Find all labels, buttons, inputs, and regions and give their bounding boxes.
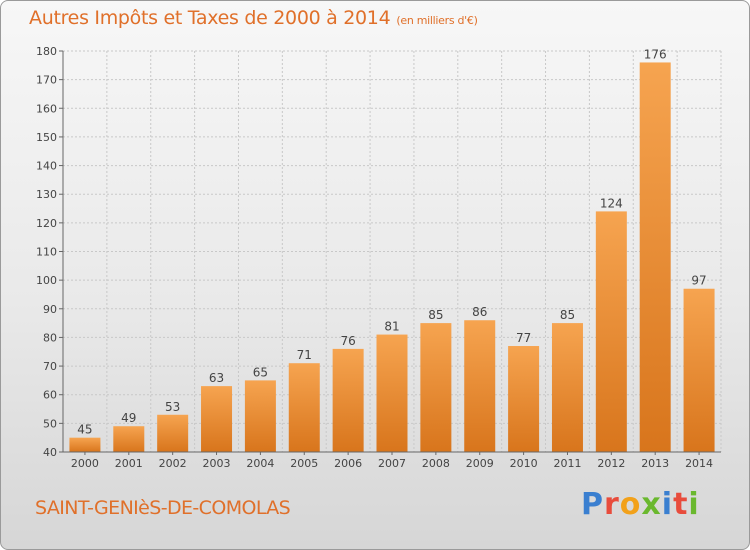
logo-letter: t [673, 487, 689, 522]
bar-2007 [376, 334, 408, 452]
bar-2006 [332, 348, 364, 452]
data-label: 76 [340, 334, 355, 348]
x-tick-label: 2010 [510, 457, 538, 470]
data-label: 85 [560, 308, 575, 322]
y-tick-label: 100 [36, 274, 57, 287]
bar-2005 [288, 363, 320, 452]
data-label: 53 [165, 400, 180, 414]
y-tick-label: 80 [43, 331, 57, 344]
y-tick-label: 60 [43, 389, 57, 402]
x-tick-label: 2014 [685, 457, 713, 470]
x-tick-label: 2008 [422, 457, 450, 470]
x-tick-label: 2007 [378, 457, 406, 470]
bar-2001 [113, 426, 145, 452]
bar-2008 [420, 323, 452, 452]
bar-2010 [508, 346, 540, 452]
axes: 40 50 60 70 80 90 100 110 120 130 140 150 160 170 180 2… [36, 45, 721, 470]
chart-title: Autres Impôts et Taxes de 2000 à 2014 (en… [29, 7, 478, 29]
x-tick-label: 2005 [290, 457, 318, 470]
bars: 45 49 53 63 65 71 76 81 85 86 77 85 124 176 97 [69, 47, 715, 452]
y-tick-label: 40 [43, 446, 57, 459]
bar-2002 [157, 414, 189, 452]
y-tick-label: 140 [36, 160, 57, 173]
bar-2004 [244, 380, 276, 452]
logo-letter: P [581, 487, 604, 522]
bar-2009 [464, 320, 496, 452]
y-tick-label: 90 [43, 303, 57, 316]
data-label: 77 [516, 331, 531, 345]
logo-letter: i [688, 487, 700, 522]
data-label: 71 [297, 348, 312, 362]
chart-subtitle: (en milliers d'€) [396, 14, 478, 27]
data-label: 81 [384, 320, 399, 334]
x-tick-label: 2002 [159, 457, 187, 470]
bar-2000 [69, 437, 101, 452]
data-label: 86 [472, 305, 487, 319]
bar-2012 [595, 211, 627, 452]
y-tick-label: 160 [36, 102, 57, 115]
y-tick-label: 180 [36, 45, 57, 58]
bar-2003 [201, 386, 233, 452]
bar-2013 [639, 62, 671, 452]
y-tick-label: 150 [36, 131, 57, 144]
y-tick-label: 110 [36, 246, 57, 259]
data-label: 97 [691, 274, 706, 288]
x-tick-label: 2004 [246, 457, 274, 470]
data-label: 65 [253, 365, 268, 379]
x-tick-label: 2013 [641, 457, 669, 470]
y-tick-label: 120 [36, 217, 57, 230]
proxiti-logo[interactable]: Proxiti [581, 487, 700, 522]
data-label: 45 [77, 423, 92, 437]
data-label: 176 [644, 47, 667, 61]
y-tick-label: 130 [36, 188, 57, 201]
data-label: 85 [428, 308, 443, 322]
x-tick-label: 2000 [71, 457, 99, 470]
logo-letter: o [619, 487, 642, 522]
data-label: 63 [209, 371, 224, 385]
logo-letter: x [641, 487, 662, 522]
y-tick-label: 170 [36, 74, 57, 87]
y-tick-label: 70 [43, 360, 57, 373]
x-tick-label: 2009 [466, 457, 494, 470]
bar-2014 [683, 288, 715, 452]
logo-letter: r [604, 487, 620, 522]
data-label: 49 [121, 411, 136, 425]
x-tick-label: 2001 [115, 457, 143, 470]
bar-2011 [551, 323, 583, 452]
x-tick-label: 2006 [334, 457, 362, 470]
x-tick-label: 2011 [553, 457, 581, 470]
x-tick-label: 2012 [597, 457, 625, 470]
x-tick-label: 2003 [203, 457, 231, 470]
y-tick-label: 50 [43, 417, 57, 430]
town-name: SAINT-GENIèS-DE-COMOLAS [35, 497, 291, 519]
data-label: 124 [600, 196, 623, 210]
chart-title-text: Autres Impôts et Taxes de 2000 à 2014 [29, 7, 391, 29]
logo-letter: i [661, 487, 674, 522]
